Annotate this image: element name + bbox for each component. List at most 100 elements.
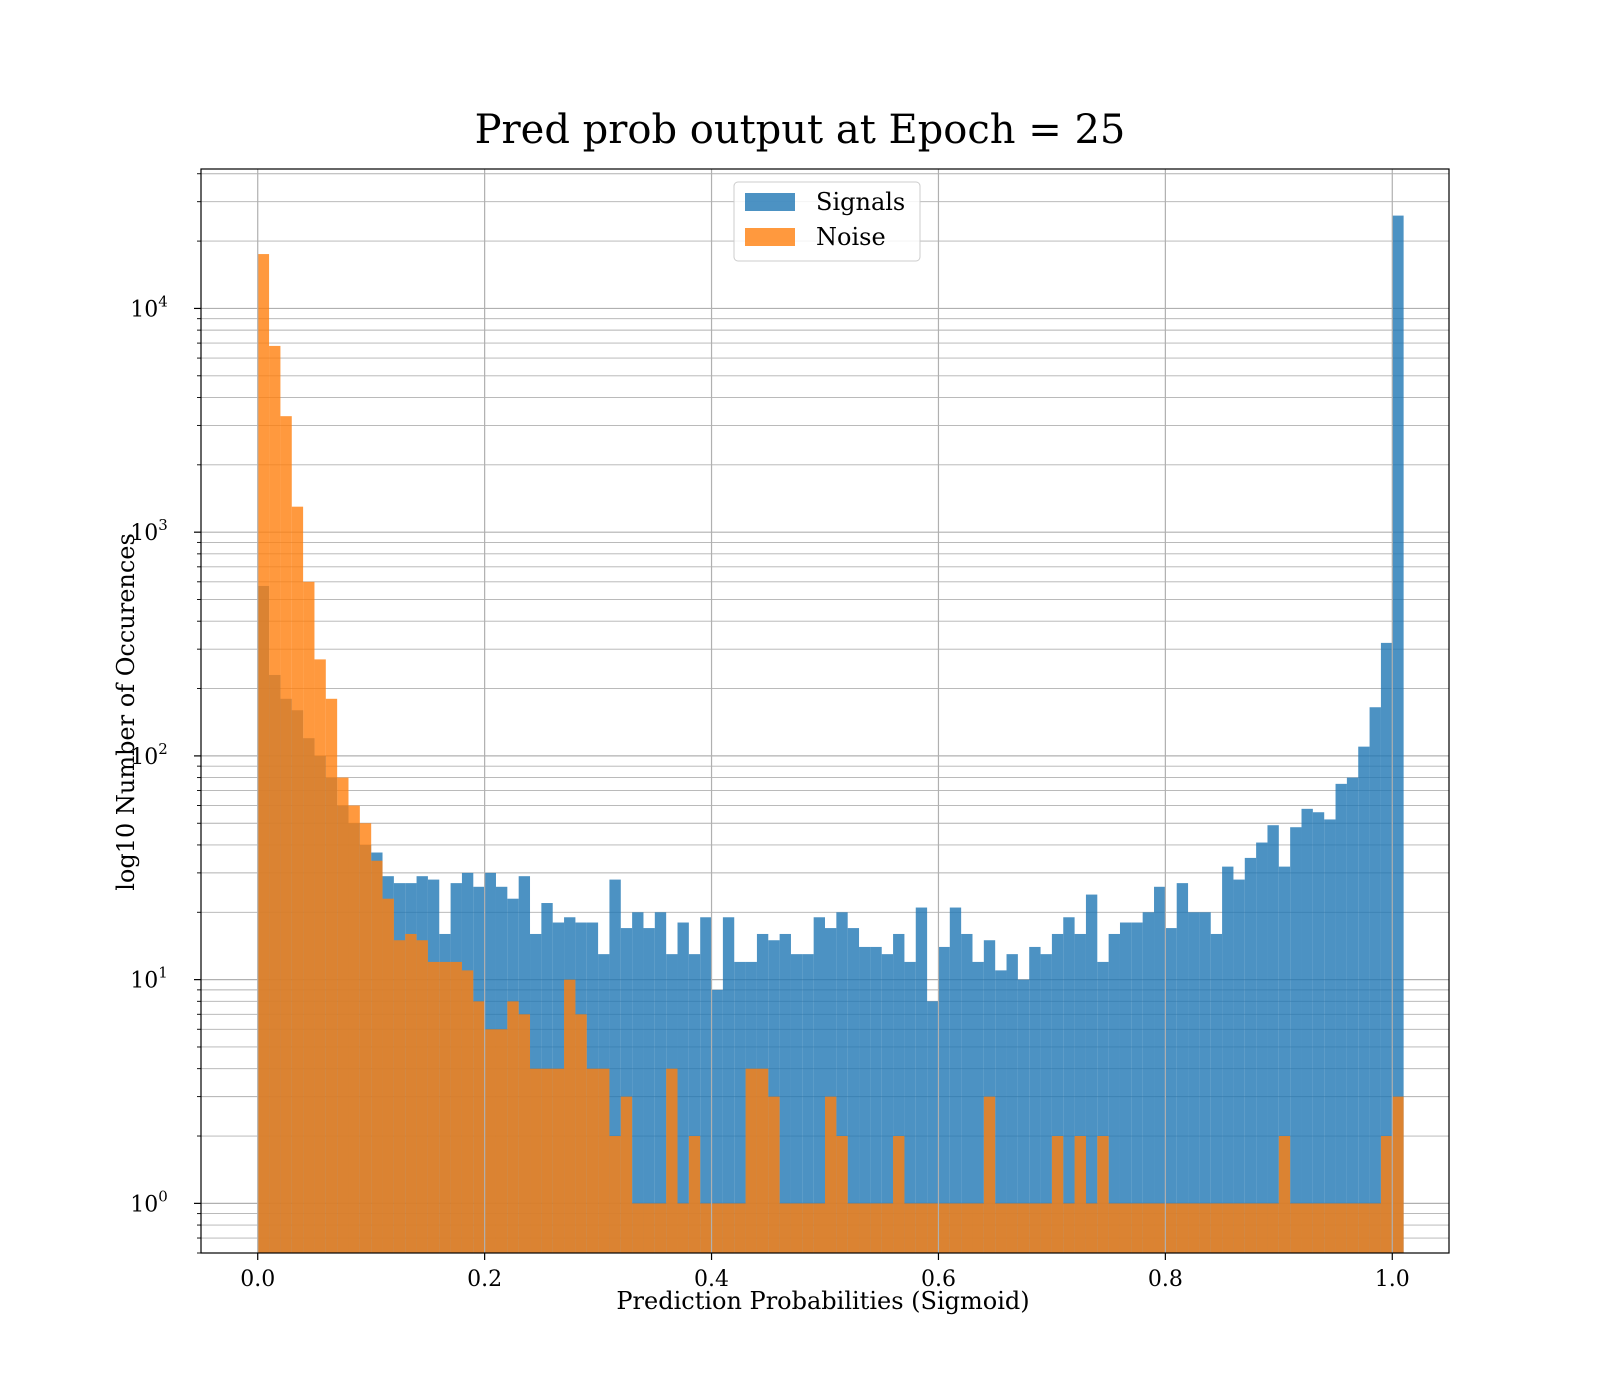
signals-bar bbox=[1199, 912, 1211, 1253]
noise-bar bbox=[303, 581, 315, 1253]
noise-bar bbox=[1244, 1203, 1257, 1253]
signals-bar bbox=[1210, 933, 1223, 1253]
noise-bar bbox=[439, 961, 451, 1253]
signals-bar bbox=[1312, 812, 1325, 1253]
x-tick-label: 0.6 bbox=[921, 1267, 956, 1292]
noise-bar bbox=[1199, 1203, 1211, 1253]
signals-bar bbox=[1380, 642, 1393, 1253]
x-tick-label: 1.0 bbox=[1375, 1267, 1410, 1292]
signals-bar bbox=[1108, 933, 1120, 1253]
noise-bar bbox=[972, 1203, 984, 1253]
noise-bar bbox=[1222, 1203, 1234, 1253]
y-tick-exponent: 0 bbox=[158, 1187, 168, 1205]
noise-bar bbox=[1097, 1136, 1109, 1253]
noise-bar bbox=[484, 1029, 496, 1253]
signals-bar bbox=[1233, 879, 1245, 1253]
signals-bar bbox=[654, 912, 667, 1253]
signals-bar bbox=[1097, 961, 1109, 1253]
signals-bar bbox=[734, 961, 746, 1253]
noise-bar bbox=[836, 1136, 848, 1253]
signals-bar bbox=[870, 946, 882, 1253]
signals-bar bbox=[643, 928, 655, 1253]
noise-bar bbox=[473, 1001, 485, 1253]
noise-bar bbox=[779, 1203, 791, 1253]
noise-bar bbox=[915, 1203, 928, 1253]
x-axis-ticks: 0.0 0.2 0.4 0.6 0.8 1.0 bbox=[240, 1253, 1410, 1292]
signals-bar bbox=[620, 928, 633, 1253]
signals-bar bbox=[1051, 933, 1064, 1253]
noise-bar bbox=[870, 1203, 882, 1253]
noise-bar bbox=[1256, 1203, 1268, 1253]
signals-bar bbox=[961, 933, 973, 1253]
y-tick-exponent: 1 bbox=[158, 964, 168, 982]
noise-bar bbox=[654, 1203, 667, 1253]
signals-bar bbox=[1267, 825, 1279, 1253]
y-tick-exponent: 3 bbox=[158, 516, 168, 534]
noise-bar bbox=[1119, 1203, 1132, 1253]
signals-bar bbox=[836, 912, 848, 1253]
noise-bar bbox=[711, 1203, 723, 1253]
noise-bar bbox=[938, 1203, 950, 1253]
signals-bar bbox=[1256, 842, 1268, 1253]
noise-bar bbox=[825, 1096, 837, 1253]
noise-bar bbox=[700, 1203, 712, 1253]
signals-bar bbox=[1301, 808, 1313, 1253]
signals-bar bbox=[711, 989, 723, 1253]
noise-bar bbox=[893, 1136, 905, 1253]
noise-bar bbox=[1154, 1203, 1166, 1253]
signals-bar bbox=[825, 928, 837, 1253]
noise-bar bbox=[1210, 1203, 1223, 1253]
legend-label-signals: Signals bbox=[816, 188, 905, 216]
y-axis-label: log10 Number of Occurences bbox=[112, 533, 140, 891]
noise-bars bbox=[257, 254, 1404, 1254]
x-tick-label: 0.0 bbox=[240, 1267, 275, 1292]
noise-bar bbox=[927, 1203, 939, 1253]
noise-bar bbox=[1380, 1136, 1393, 1253]
noise-bar bbox=[382, 898, 394, 1253]
noise-bar bbox=[1029, 1203, 1041, 1253]
noise-bar bbox=[1324, 1203, 1336, 1253]
noise-bar bbox=[666, 1068, 678, 1253]
noise-bar bbox=[280, 416, 292, 1254]
noise-bar bbox=[632, 1203, 644, 1253]
noise-bar bbox=[1040, 1203, 1052, 1253]
signals-bar bbox=[1154, 886, 1166, 1253]
noise-bar bbox=[530, 1068, 542, 1253]
signals-bar bbox=[915, 907, 928, 1253]
noise-bar bbox=[790, 1203, 803, 1253]
legend-swatch-noise bbox=[745, 228, 795, 246]
signals-bar bbox=[1290, 827, 1302, 1253]
signals-bar bbox=[847, 928, 860, 1253]
signals-bar bbox=[632, 912, 644, 1253]
signals-bar bbox=[677, 922, 689, 1253]
noise-bar bbox=[1006, 1203, 1018, 1253]
x-axis-label: Prediction Probabilities (Sigmoid) bbox=[616, 1287, 1029, 1315]
signals-bar bbox=[1040, 954, 1052, 1253]
noise-bar bbox=[677, 1203, 689, 1253]
signals-bar bbox=[1131, 922, 1143, 1253]
noise-bar bbox=[904, 1203, 916, 1253]
noise-bar bbox=[1267, 1203, 1279, 1253]
signals-bar bbox=[1017, 979, 1030, 1253]
signals-bar bbox=[1006, 954, 1018, 1253]
signals-bar bbox=[938, 946, 950, 1253]
signals-bar bbox=[893, 933, 905, 1253]
noise-bar bbox=[1142, 1203, 1155, 1253]
legend-swatch-signals bbox=[745, 193, 795, 211]
signals-bar bbox=[1074, 933, 1086, 1253]
noise-bar bbox=[518, 1014, 531, 1253]
signals-bar bbox=[1358, 746, 1370, 1253]
noise-bar bbox=[541, 1068, 553, 1253]
signals-bar bbox=[1085, 894, 1098, 1253]
noise-bar bbox=[314, 659, 326, 1253]
noise-bar bbox=[427, 961, 440, 1253]
noise-bar bbox=[1074, 1136, 1086, 1253]
noise-bar bbox=[1063, 1203, 1075, 1253]
signals-bar bbox=[1176, 883, 1189, 1253]
y-tick-exponent: 2 bbox=[158, 740, 168, 758]
noise-bar bbox=[291, 506, 304, 1253]
noise-bar bbox=[1188, 1203, 1200, 1253]
noise-bar bbox=[371, 860, 383, 1253]
signals-bar bbox=[995, 970, 1007, 1253]
